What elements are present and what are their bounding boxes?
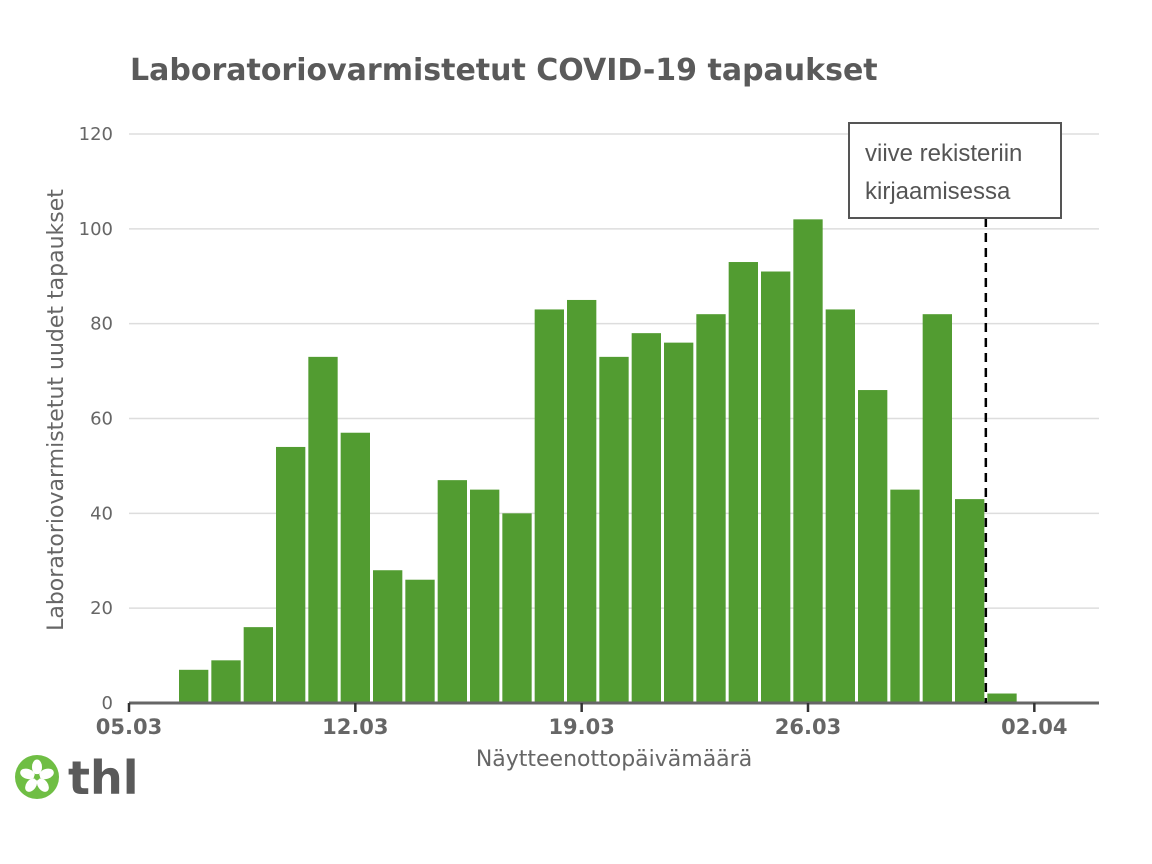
bar xyxy=(858,390,888,703)
bar xyxy=(405,579,435,703)
x-tick-label: 05.03 xyxy=(96,715,162,739)
bar xyxy=(955,499,985,703)
annotation-line-1: viive rekisteriin xyxy=(865,140,1022,167)
bar xyxy=(728,262,758,703)
bar xyxy=(470,489,500,703)
y-axis-label: Laboratoriovarmistetut uudet tapaukset xyxy=(44,189,69,631)
annotation-box xyxy=(848,122,1062,219)
bar xyxy=(825,309,855,703)
bar xyxy=(437,480,467,703)
y-tick-label: 120 xyxy=(79,124,113,145)
logo-text: thl xyxy=(68,751,139,805)
y-tick-label: 0 xyxy=(102,693,113,714)
bar xyxy=(308,356,338,703)
x-tick-label: 02.04 xyxy=(1001,715,1067,739)
y-axis-ticks: 0 20 40 60 80 100 120 xyxy=(79,124,113,714)
bar xyxy=(211,660,241,703)
bar xyxy=(502,513,532,703)
bar xyxy=(987,693,1017,703)
bar xyxy=(567,299,597,703)
bar xyxy=(696,314,726,703)
y-tick-label: 40 xyxy=(90,503,113,524)
y-tick-label: 80 xyxy=(90,314,113,335)
bar xyxy=(890,489,920,703)
y-tick-label: 20 xyxy=(90,598,113,619)
thl-flower-icon xyxy=(15,755,59,799)
x-tick-label: 12.03 xyxy=(322,715,388,739)
chart-title: Laboratoriovarmistetut COVID-19 tapaukse… xyxy=(130,53,878,88)
bar xyxy=(922,314,952,703)
bar xyxy=(599,356,629,703)
bar xyxy=(373,570,403,703)
bar xyxy=(179,669,209,703)
x-tick-label: 26.03 xyxy=(775,715,841,739)
bar xyxy=(793,219,823,703)
bar xyxy=(761,271,791,703)
bar xyxy=(340,432,370,703)
bars xyxy=(179,219,1017,703)
x-tick-label: 19.03 xyxy=(548,715,614,739)
x-axis-ticks: 05.03 12.03 19.03 26.03 02.04 xyxy=(96,703,1068,739)
delay-annotation: viive rekisteriin kirjaamisessa xyxy=(848,122,1062,703)
bar xyxy=(534,309,564,703)
annotation-line-2: kirjaamisessa xyxy=(865,178,1011,205)
bar xyxy=(276,446,306,703)
y-tick-label: 60 xyxy=(90,409,113,430)
y-tick-label: 100 xyxy=(79,219,113,240)
bar xyxy=(664,342,694,703)
thl-logo: thl xyxy=(15,751,139,805)
x-axis-label: Näytteenottopäivämäärä xyxy=(476,747,752,772)
bar xyxy=(243,627,273,703)
bar xyxy=(631,333,661,703)
